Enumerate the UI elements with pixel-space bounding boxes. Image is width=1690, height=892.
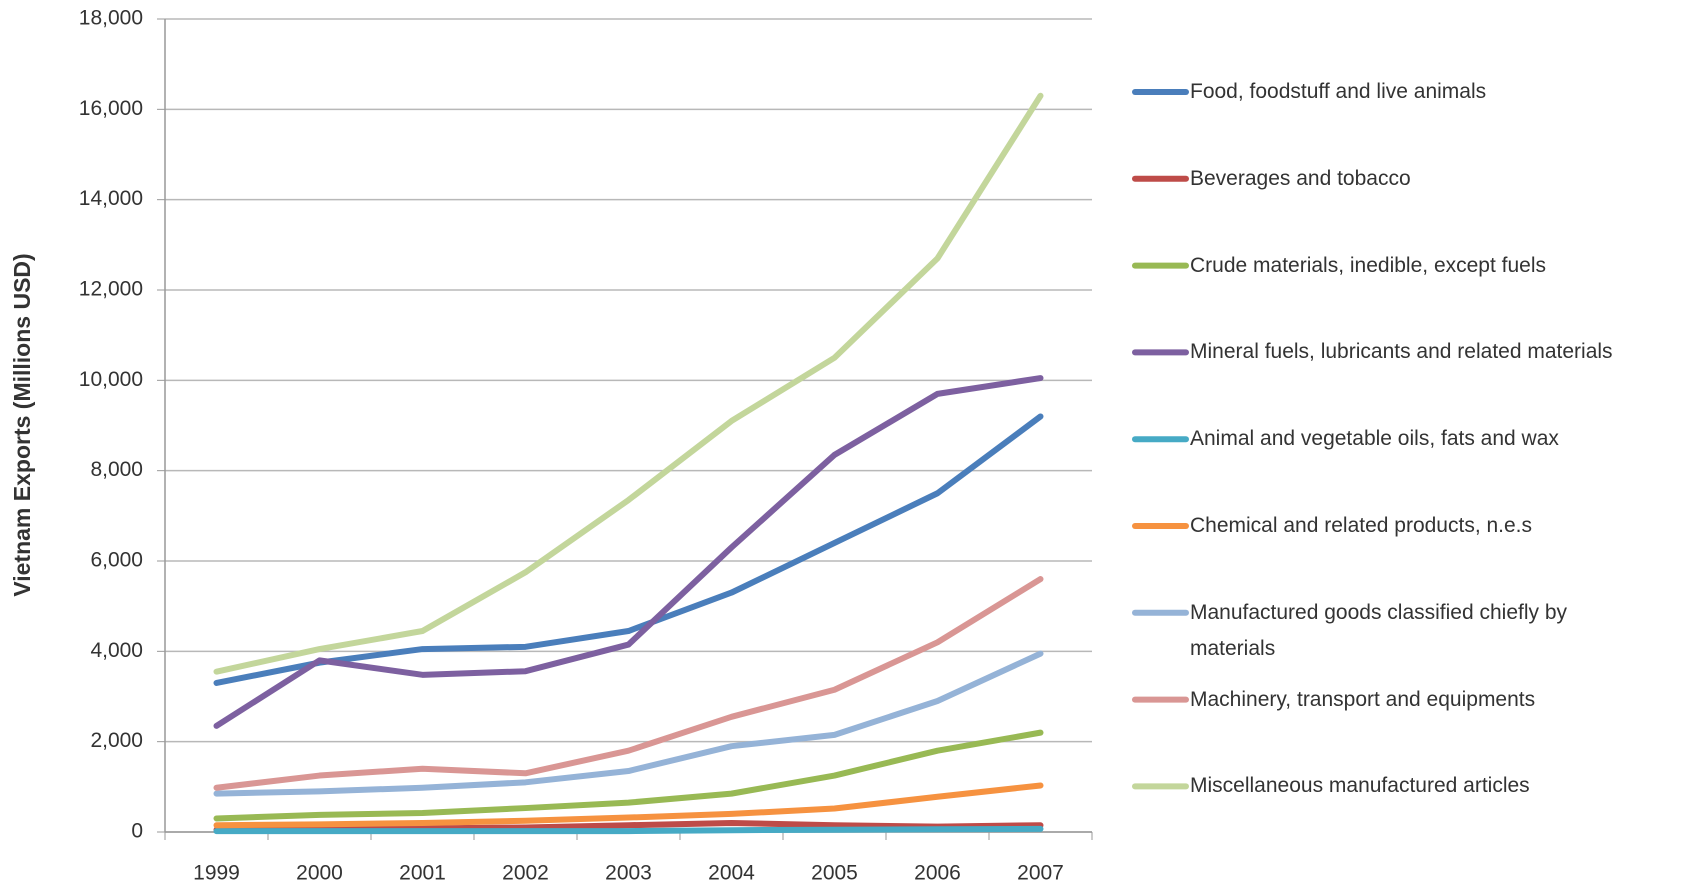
legend-label: Crude materials, inedible, except fuels	[1190, 253, 1547, 277]
y-tick-label: 12,000	[79, 278, 143, 301]
series-line	[213, 825, 1044, 835]
series-line	[213, 413, 1044, 686]
legend-label: Food, foodstuff and live animals	[1190, 80, 1487, 103]
series-line	[213, 782, 1044, 829]
x-tick-label: 1999	[193, 862, 240, 885]
x-tick-label: 2007	[1017, 862, 1064, 885]
series-line	[213, 650, 1044, 797]
x-tick-label: 2003	[605, 862, 652, 885]
x-tick-label: 2002	[502, 862, 549, 885]
y-tick-label: 6,000	[90, 549, 143, 572]
legend-label: Chemical and related products, n.e.s	[1190, 514, 1533, 537]
y-tick-label: 14,000	[79, 187, 143, 210]
series-line	[213, 375, 1044, 729]
y-tick-label: 4,000	[90, 639, 143, 662]
y-tick-label: 18,000	[79, 7, 143, 30]
legend-label: Machinery, transport and equipments	[1190, 687, 1536, 711]
legend-label: Manufactured goods classified chiefly by…	[1190, 600, 1568, 660]
x-tick-label: 2006	[914, 862, 961, 885]
x-tick-label: 2004	[708, 862, 755, 885]
legend-label: Mineral fuels, lubricants and related ma…	[1190, 340, 1613, 364]
y-axis-label: Vietnam Exports (Millions USD)	[9, 253, 35, 596]
series-line	[213, 92, 1044, 675]
legend-label: Beverages and tobacco	[1190, 166, 1411, 190]
x-tick-label: 2000	[296, 862, 343, 885]
y-tick-label: 10,000	[79, 368, 143, 391]
x-tick-label: 2005	[811, 862, 858, 885]
y-tick-label: 16,000	[79, 97, 143, 120]
legend-label: Miscellaneous manufactured articles	[1190, 774, 1530, 798]
x-tick-label: 2001	[399, 862, 446, 885]
legend-label: Animal and vegetable oils, fats and wax	[1190, 427, 1559, 451]
series-line	[213, 729, 1044, 822]
y-tick-label: 2,000	[90, 729, 143, 752]
series-line	[213, 576, 1044, 791]
y-tick-label: 8,000	[90, 458, 143, 481]
y-tick-label: 0	[131, 820, 143, 843]
